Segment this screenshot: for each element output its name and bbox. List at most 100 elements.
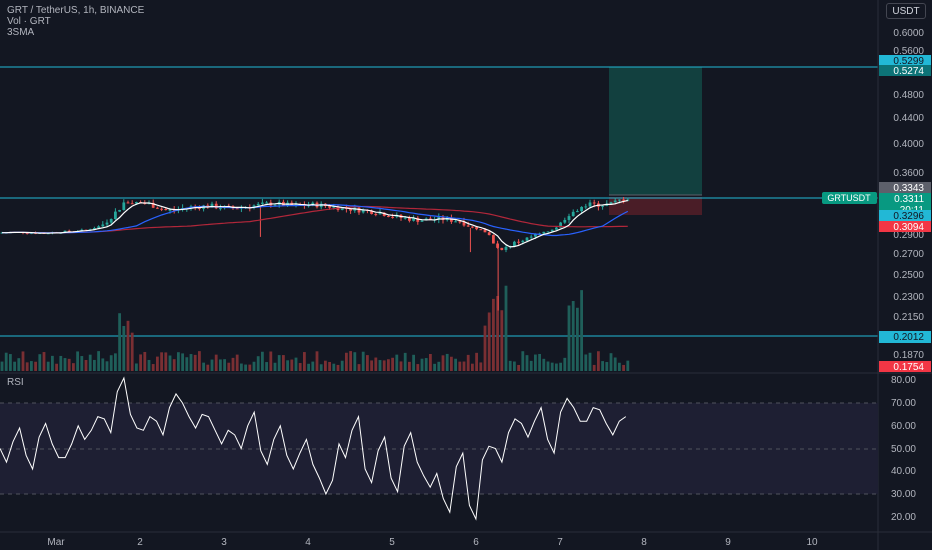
volume-bar xyxy=(324,360,327,371)
target-top-tag: 0.5299 xyxy=(893,56,924,67)
volume-bar xyxy=(46,361,50,371)
volume-bar xyxy=(458,361,462,371)
volume-bar xyxy=(307,363,310,371)
candle-body xyxy=(487,232,491,236)
volume-bar xyxy=(38,354,42,371)
volume-bar xyxy=(198,351,201,371)
candle-body xyxy=(168,209,172,211)
stop-zone[interactable] xyxy=(609,197,702,215)
candle-body xyxy=(256,203,260,206)
candle-body xyxy=(210,203,214,208)
candle-body xyxy=(387,216,390,218)
rsi-tick: 40.00 xyxy=(891,466,916,477)
volume-bar xyxy=(378,360,382,371)
volume-bar xyxy=(277,355,281,371)
volume-bar xyxy=(256,356,260,371)
candle-body xyxy=(471,226,474,228)
currency-button[interactable]: USDT xyxy=(886,3,926,19)
candle-body xyxy=(622,199,625,201)
candle-body xyxy=(479,229,483,231)
volume-bar xyxy=(303,352,306,371)
candle-body xyxy=(235,208,239,210)
volume-legend[interactable]: Vol · GRT xyxy=(7,16,51,27)
time-label: 6 xyxy=(473,537,479,548)
candle-body xyxy=(412,217,415,221)
rsi-tick: 70.00 xyxy=(891,398,916,409)
candle-body xyxy=(592,202,596,204)
volume-bar xyxy=(424,358,428,371)
volume-bar xyxy=(252,361,256,371)
volume-bar xyxy=(487,312,491,371)
candle-body xyxy=(349,208,352,211)
candle-body xyxy=(559,222,562,228)
volume-bar xyxy=(130,332,134,371)
candle-body xyxy=(130,203,134,205)
volume-bar xyxy=(206,364,210,371)
volume-bar xyxy=(332,363,336,371)
volume-bar xyxy=(118,313,121,371)
volume-bar xyxy=(597,351,600,371)
volume-bar xyxy=(412,354,415,371)
volume-bar xyxy=(177,352,180,371)
symbol-legend[interactable]: GRT / TetherUS, 1h, BINANCE xyxy=(7,5,145,16)
candle-body xyxy=(500,247,504,250)
candle-body xyxy=(332,206,336,208)
volume-bar xyxy=(559,362,562,371)
candle-body xyxy=(403,217,407,219)
candle-body xyxy=(563,219,567,223)
support-tag: 0.2012 xyxy=(893,332,924,343)
candle-body xyxy=(151,202,155,208)
volume-bar xyxy=(550,362,554,371)
volume-bar xyxy=(475,352,478,371)
price-tick: 0.2500 xyxy=(893,270,924,281)
volume-bar xyxy=(563,357,567,371)
time-label: 7 xyxy=(557,537,563,548)
sma-fast-line xyxy=(2,199,628,248)
volume-bar xyxy=(466,354,470,371)
volume-bar xyxy=(525,355,529,371)
volume-bar xyxy=(9,354,12,371)
volume-bar xyxy=(500,310,504,371)
candle-body xyxy=(361,209,365,213)
volume-bar xyxy=(361,351,365,371)
candle-body xyxy=(374,214,378,216)
candle-body xyxy=(30,232,33,234)
volume-bar xyxy=(244,364,247,371)
candle-body xyxy=(492,235,495,244)
volume-bar xyxy=(534,354,537,371)
volume-bar xyxy=(265,362,268,371)
volume-bar xyxy=(471,363,474,371)
sma-legend[interactable]: 3SMA xyxy=(7,27,35,38)
volume-bar xyxy=(546,361,550,371)
volume-bar xyxy=(261,351,264,371)
candle-body xyxy=(475,227,478,230)
volume-bar xyxy=(193,354,197,371)
candle-body xyxy=(214,203,218,209)
volume-bar xyxy=(114,353,117,371)
volume-bar xyxy=(143,351,147,371)
rsi-legend[interactable]: RSI xyxy=(7,377,24,388)
volume-bar xyxy=(0,361,4,371)
volume-bar xyxy=(105,361,109,371)
volume-bar xyxy=(282,355,285,371)
volume-bar xyxy=(185,357,189,371)
candle-body xyxy=(261,202,264,204)
grey-price-tag: 0.3343 xyxy=(893,183,924,194)
target-zone[interactable] xyxy=(609,67,702,195)
candle-body xyxy=(613,200,617,203)
rsi-tick: 80.00 xyxy=(891,375,916,386)
volume-bar xyxy=(286,360,289,371)
volume-bar xyxy=(345,352,348,371)
volume-bar xyxy=(80,356,84,371)
volume-bar xyxy=(513,361,516,371)
volume-bar xyxy=(109,355,113,371)
volume-bar xyxy=(164,352,168,371)
candle-body xyxy=(576,211,579,213)
candle-body xyxy=(357,207,361,213)
candle-body xyxy=(525,237,529,241)
time-label: Mar xyxy=(47,537,65,548)
volume-bar xyxy=(126,320,130,371)
volume-bars xyxy=(0,285,630,371)
candle-body xyxy=(391,216,394,218)
